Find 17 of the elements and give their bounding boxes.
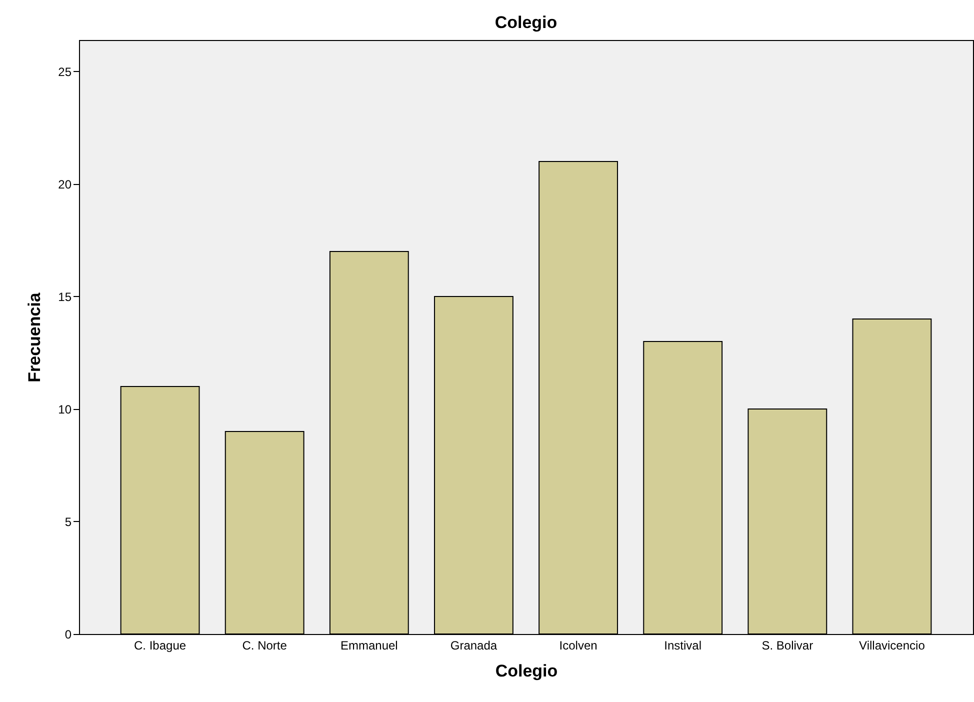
x-tick-label: C. Norte	[242, 638, 288, 652]
x-tick-label: C. Ibague	[134, 638, 186, 652]
y-tick-label: 25	[58, 65, 72, 79]
x-tick-label: Icolven	[559, 638, 598, 652]
y-axis-title: Frecuencia	[25, 292, 44, 382]
x-tick-label: Villavicencio	[859, 638, 926, 652]
y-tick-label: 0	[64, 628, 72, 642]
y-tick-label: 10	[58, 402, 72, 416]
x-tick-label: S. Bolivar	[762, 638, 814, 652]
x-axis-title: Colegio	[495, 662, 558, 680]
x-tick-label: Instival	[664, 638, 702, 652]
chart-title: Colegio	[494, 13, 558, 32]
x-tick-label: Granada	[450, 638, 498, 652]
y-tick-label: 15	[58, 290, 72, 304]
x-tick-label: Emmanuel	[340, 638, 398, 652]
y-tick-label: 20	[58, 178, 72, 192]
y-tick-label: 5	[64, 515, 72, 529]
